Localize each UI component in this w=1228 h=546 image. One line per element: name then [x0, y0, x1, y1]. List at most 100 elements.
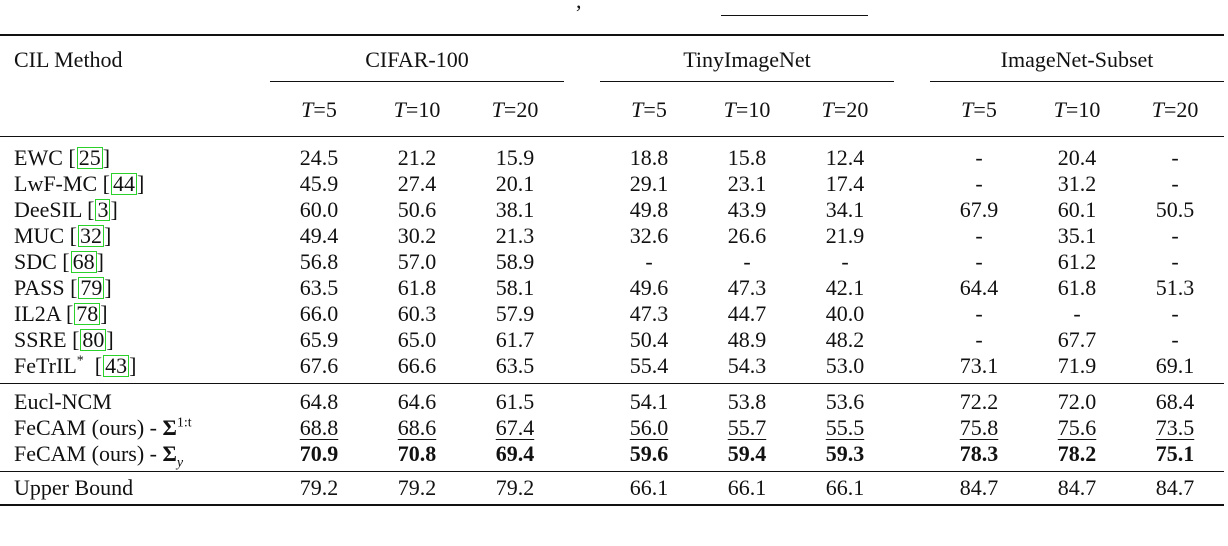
- value: 84.7: [959, 475, 999, 500]
- value-cell: 20.4: [1028, 137, 1126, 172]
- value: 29.1: [629, 171, 669, 196]
- citation-link[interactable]: 68: [70, 249, 97, 274]
- value-cell: 53.8: [698, 384, 796, 416]
- citation-link[interactable]: 44: [110, 171, 137, 196]
- citation-link[interactable]: 43: [103, 353, 130, 378]
- value: 35.1: [1057, 223, 1097, 248]
- value-cell: 67.7: [1028, 327, 1126, 353]
- value-cell: 47.3: [698, 275, 796, 301]
- sigma-superscript: 1:t: [176, 415, 192, 431]
- value: 67.6: [299, 353, 339, 378]
- citation-link[interactable]: 80: [80, 327, 107, 352]
- bracket-open: [: [62, 249, 70, 274]
- value-cell: 66.1: [600, 471, 698, 506]
- value-cell: -: [1126, 137, 1224, 172]
- value: 53.8: [727, 389, 767, 414]
- value-cell: -: [930, 249, 1028, 275]
- bracket-open: [: [70, 275, 78, 300]
- method-name: FeCAM (ours) -: [14, 441, 163, 466]
- value-cell: 55.7: [698, 415, 796, 441]
- table-row: EWC [25] 24.5 21.2 15.9 18.8 15.8 12.4 - 20.4 -: [0, 137, 1224, 172]
- value: 55.5: [825, 415, 865, 440]
- bracket-close: ]: [102, 145, 111, 170]
- method-name: SSRE: [14, 327, 67, 352]
- value-cell: 66.6: [368, 353, 466, 384]
- value: 67.7: [1057, 327, 1097, 352]
- value: -: [975, 223, 983, 248]
- gap-cell: [894, 327, 930, 353]
- value-cell: 78.3: [930, 441, 1029, 472]
- method-name: SDC: [14, 249, 57, 274]
- citation-link[interactable]: 32: [77, 223, 104, 248]
- value-cell: 55.5: [796, 415, 894, 441]
- value-cell: 21.3: [466, 223, 564, 249]
- value-cell: 75.1: [1126, 441, 1225, 472]
- citation-link[interactable]: 25: [76, 145, 103, 170]
- method-name: DeeSIL: [14, 197, 82, 222]
- value-cell: 32.6: [600, 223, 698, 249]
- value: 45.9: [299, 171, 339, 196]
- value-cell: 64.8: [270, 384, 368, 416]
- citation-link[interactable]: 78: [74, 301, 101, 326]
- value-cell: -: [930, 327, 1028, 353]
- value: 23.1: [727, 171, 767, 196]
- top-fragment: ,: [0, 0, 1228, 20]
- value-cell: 68.6: [368, 415, 466, 441]
- table-row: LwF-MC [44] 45.9 27.4 20.1 29.1 23.1 17.4 - 31.2…: [0, 171, 1224, 197]
- method-name-cell: SSRE [80]: [0, 327, 270, 353]
- gap-cell: [894, 471, 931, 506]
- value-cell: 59.4: [698, 441, 796, 472]
- value: 56.8: [299, 249, 339, 274]
- value-cell: 78.2: [1028, 441, 1127, 472]
- sigma-subscript: y: [176, 455, 184, 471]
- gap-cell: [564, 137, 600, 172]
- ours-section: Eucl-NCM 64.8 64.6 61.5 54.1 53.8 53.6 72.2 72.0…: [0, 384, 1225, 472]
- value: 66.1: [629, 475, 669, 500]
- value: -: [1171, 145, 1179, 170]
- value: 63.5: [495, 353, 535, 378]
- value-cell: 66.1: [796, 471, 895, 506]
- gap-cell: [894, 197, 930, 223]
- value-cell: 50.5: [1126, 197, 1224, 223]
- value-cell: 48.2: [796, 327, 894, 353]
- value: 72.2: [959, 389, 999, 414]
- value-cell: 56.0: [600, 415, 698, 441]
- value: 67.4: [495, 415, 535, 440]
- value-cell: 61.8: [368, 275, 466, 301]
- sigma-symbol: Σ: [162, 441, 177, 466]
- value-cell: 30.2: [368, 223, 466, 249]
- citation-link[interactable]: 3: [95, 197, 111, 222]
- value: 21.9: [825, 223, 865, 248]
- value: 72.0: [1057, 389, 1097, 414]
- top-comma: ,: [576, 0, 582, 13]
- value-cell: 65.9: [270, 327, 368, 353]
- subcol-header: T=10: [698, 84, 796, 137]
- value: -: [975, 145, 983, 170]
- citation-link[interactable]: 79: [78, 275, 105, 300]
- subcol-header: T=5: [600, 84, 698, 137]
- table-row: FeTrIL* [43] 67.6 66.6 63.5 55.4 54.3 53.0 73.1…: [0, 353, 1225, 384]
- value-cell: 84.7: [930, 471, 1029, 506]
- value: 65.9: [299, 327, 339, 352]
- value: 56.0: [629, 415, 669, 440]
- value: 60.1: [1057, 197, 1097, 222]
- value: 79.2: [299, 475, 339, 500]
- group-header-imagenet-subset: ImageNet-Subset: [930, 34, 1225, 84]
- value-cell: 57.0: [368, 249, 466, 275]
- method-name-cell: PASS [79]: [0, 275, 270, 301]
- value-cell: 64.4: [930, 275, 1028, 301]
- value: 79.2: [397, 475, 437, 500]
- gap-cell: [564, 249, 600, 275]
- method-name: Eucl-NCM: [14, 389, 112, 414]
- value: 69.4: [495, 441, 535, 466]
- value-cell: 60.0: [270, 197, 368, 223]
- value-cell: 53.6: [796, 384, 894, 416]
- sigma-symbol: Σ: [162, 415, 177, 440]
- value-cell: 49.4: [270, 223, 368, 249]
- gap-cell: [564, 441, 600, 472]
- subcol-header: T=5: [930, 84, 1029, 137]
- group-header-cifar100: CIFAR-100: [270, 34, 564, 84]
- value: 75.6: [1057, 415, 1097, 440]
- value-cell: -: [930, 137, 1028, 172]
- value: 64.8: [299, 389, 339, 414]
